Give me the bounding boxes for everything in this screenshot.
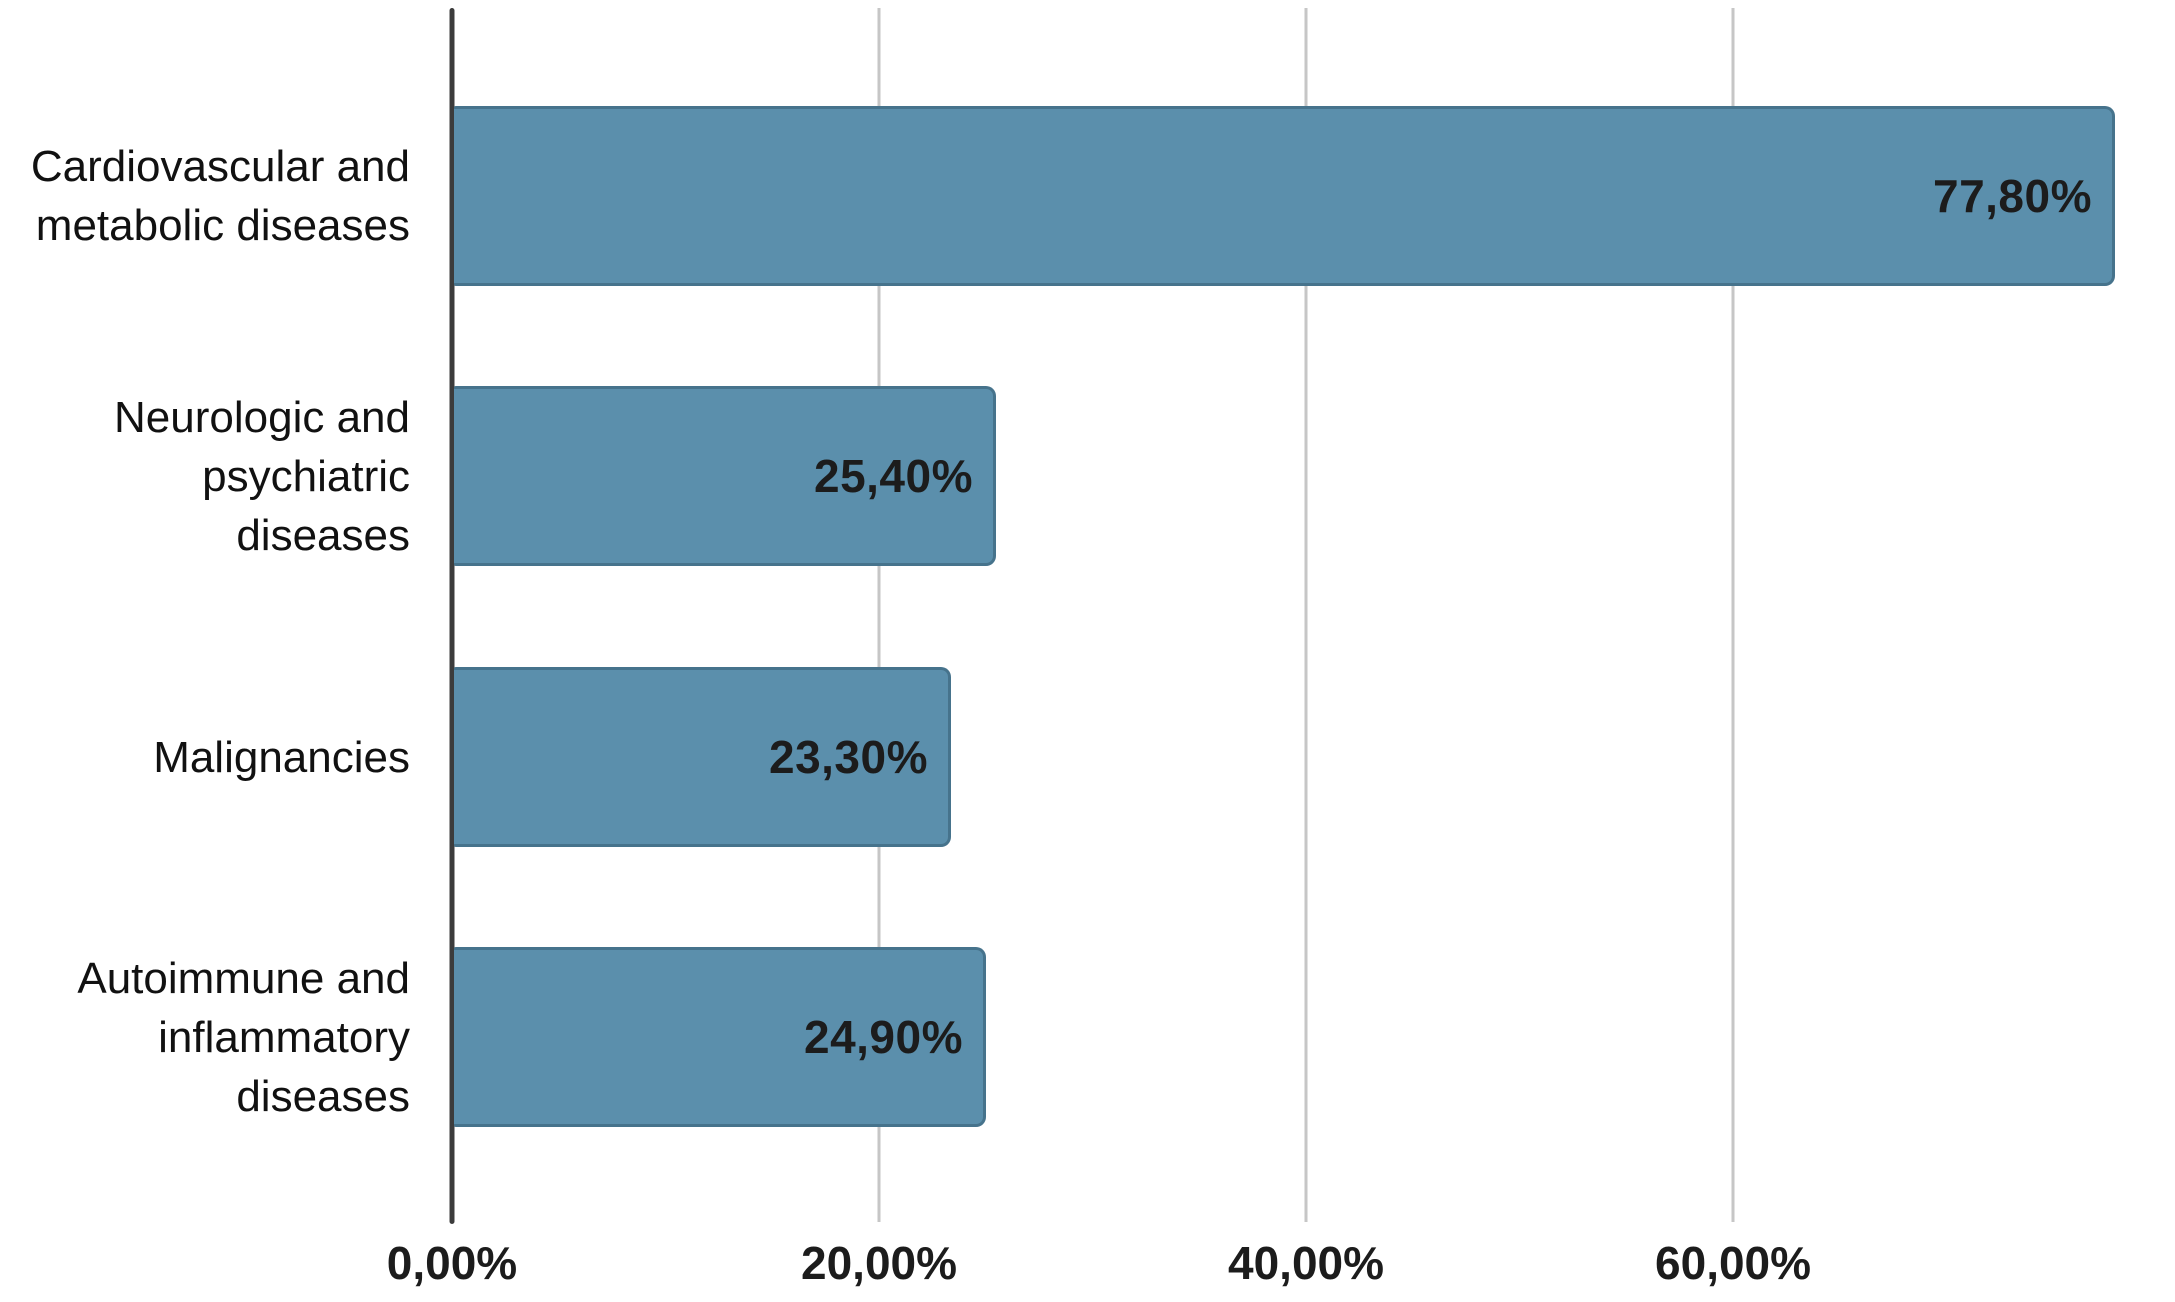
gridline-60 [1731,8,1735,1222]
bar-value-label: 24,90% [803,1011,963,1063]
bar-3: 24,90% [454,947,986,1127]
category-label-0: Cardiovascular and metabolic diseases [0,106,430,286]
category-label-line: diseases [236,1071,410,1121]
category-label-3: Autoimmune and inflammatory diseases [0,947,430,1127]
bar-0: 77,80% [454,106,2115,286]
gridline-20 [877,8,881,1222]
bar-value-label: 77,80% [1932,170,2092,222]
x-tick-label-60: 60,00% [1655,1237,1812,1289]
category-label-line: metabolic diseases [35,201,410,250]
category-label-1: Neurologic and psychiatric diseases [0,386,430,566]
category-label-line: inflammatory [158,1012,410,1062]
bar-value-label: 23,30% [768,731,928,783]
bar-2: 23,30% [454,667,951,847]
category-label-line: Neurologic and [114,392,410,442]
category-label-line: Malignancies [153,732,410,782]
category-label-2: Malignancies [0,667,430,847]
plot-area: 77,80% 25,40% 23,30% 24,90% 0,00% 20,00% 40,0… [387,8,2175,1302]
category-label-line: Cardiovascular and [30,142,410,191]
bar-value-label: 25,40% [813,450,973,502]
gridline-40 [1304,8,1308,1222]
x-tick-label-40: 40,00% [1228,1237,1385,1289]
category-label-line: diseases [236,510,410,560]
bar-1: 25,40% [454,386,996,566]
x-tick-label-0: 0,00% [386,1237,518,1289]
x-tick-label-20: 20,00% [800,1237,958,1289]
y-axis-line [449,8,455,1224]
category-label-line: psychiatric [202,451,410,501]
category-label-line: Autoimmune and [77,953,410,1003]
